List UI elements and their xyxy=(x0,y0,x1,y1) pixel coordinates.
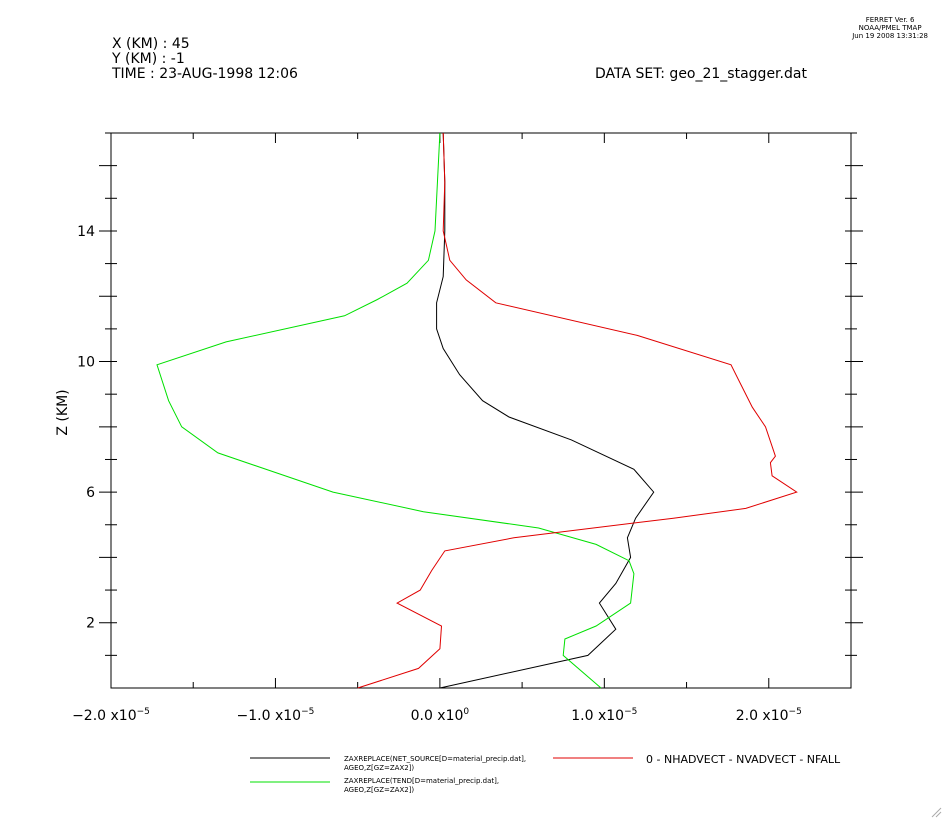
time-label: TIME : 23-AUG-1998 12:06 xyxy=(112,66,298,82)
resize-grip-icon[interactable] xyxy=(930,806,942,818)
legend-label-3: 0 - NHADVECT - NVADVECT - NFALL xyxy=(646,753,841,766)
x-tick-label: 1.0 x10−5 xyxy=(571,707,637,724)
x-tick-label: −2.0 x10−5 xyxy=(72,707,150,724)
y-tick-label: 2 xyxy=(86,616,95,632)
x-tick-label: 0.0 x100 xyxy=(411,707,470,724)
legend-label-2: ZAXREPLACE(TEND[D=material_precip.dat], xyxy=(344,777,499,785)
y-tick-label: 14 xyxy=(77,224,95,240)
stamp-version: FERRET Ver. 6 xyxy=(865,16,915,24)
stamp-date: Jun 19 2008 13:31:28 xyxy=(852,32,928,40)
x-tick-label: 2.0 x10−5 xyxy=(736,707,802,724)
stamp-org: NOAA/PMEL TMAP xyxy=(858,24,922,32)
y-tick-label: 6 xyxy=(86,485,95,501)
legend-label-1: ZAXREPLACE(NET_SOURCE[D=material_precip.… xyxy=(344,755,526,763)
series-line-2 xyxy=(156,132,635,689)
x-tick-label: −1.0 x10−5 xyxy=(237,707,315,724)
dataset-label: DATA SET: geo_21_stagger.dat xyxy=(595,66,807,82)
legend-label-2-cont: AGEO,Z[GZ=ZAX2]) xyxy=(344,786,414,794)
legend-label-1-cont: AGEO,Z[GZ=ZAX2]) xyxy=(344,764,414,772)
y-tick-label: 10 xyxy=(77,355,95,371)
y-axis-label: Z (KM) xyxy=(55,389,71,435)
x-position-label: X (KM) : 45 xyxy=(112,36,190,52)
plot-frame xyxy=(110,132,852,689)
ferret-stamp: FERRET Ver. 6 NOAA/PMEL TMAP Jun 19 2008… xyxy=(852,16,928,40)
series-line-3 xyxy=(357,132,798,689)
y-position-label: Y (KM) : -1 xyxy=(112,51,185,67)
series-line-1 xyxy=(436,132,655,689)
